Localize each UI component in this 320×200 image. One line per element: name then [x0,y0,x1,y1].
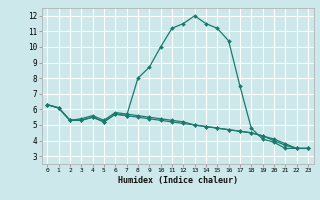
X-axis label: Humidex (Indice chaleur): Humidex (Indice chaleur) [118,176,237,185]
